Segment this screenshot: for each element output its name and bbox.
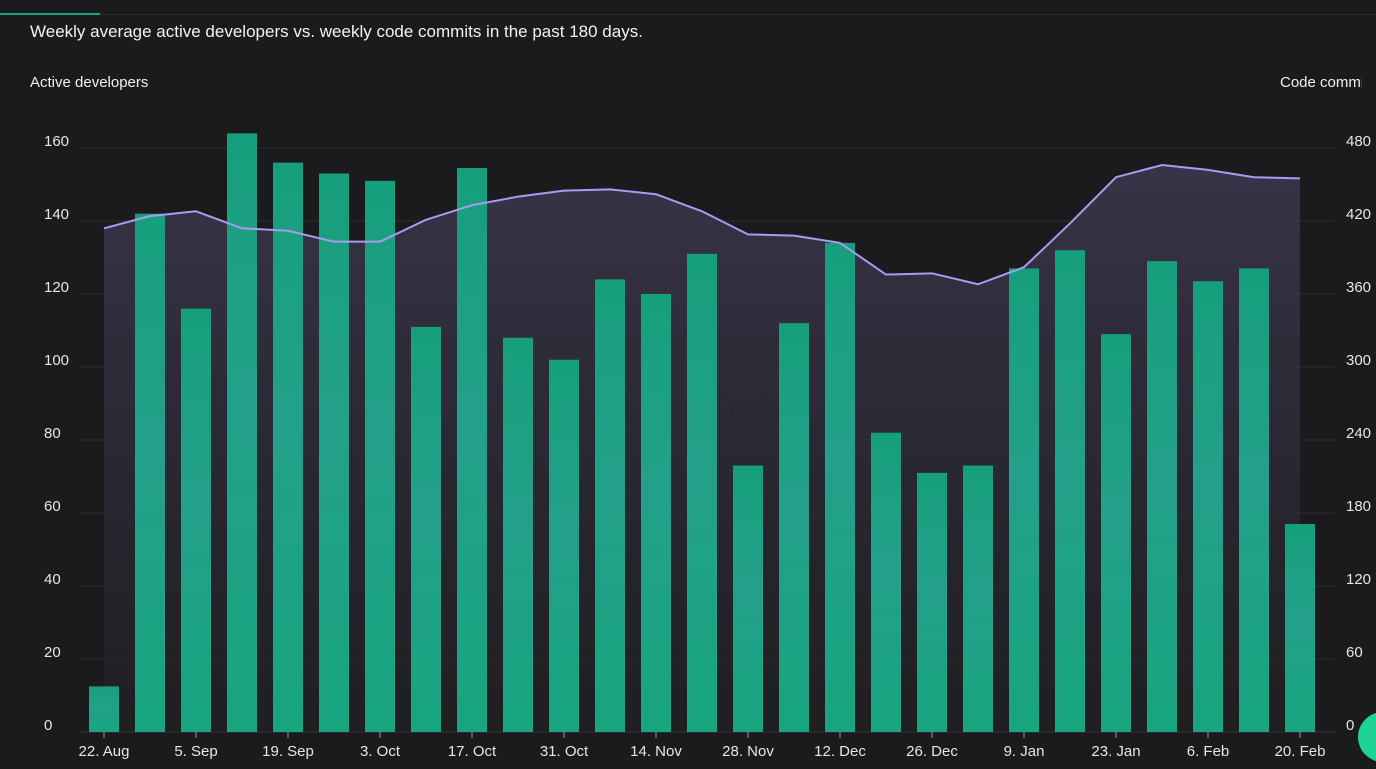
x-tick-label: 19. Sep [262,743,314,760]
commits-line [103,164,1301,286]
chat-button[interactable] [1358,712,1376,762]
right-tick-label: 300 [1346,352,1371,369]
right-tick-label: 360 [1346,279,1371,296]
x-tick-label: 23. Jan [1091,743,1140,760]
right-tick-label: 60 [1346,644,1363,661]
developer-bars [89,133,1315,733]
top-border [0,14,1376,15]
x-tick-label: 9. Jan [1004,743,1045,760]
developer-bar [595,279,625,732]
left-tick-label: 100 [44,352,69,369]
left-tick-label: 80 [44,425,61,442]
right-axis-title: Code commits [1280,74,1362,91]
developer-bar [1101,334,1131,732]
x-tick-label: 14. Nov [630,743,682,760]
left-tick-label: 0 [44,717,52,734]
developer-bar [135,213,165,732]
left-tick-label: 160 [44,133,69,150]
developer-bar [273,162,303,733]
developer-bar [227,133,257,732]
developer-bar [503,337,533,732]
left-tick-label: 120 [44,279,69,296]
left-tick-label: 140 [44,206,69,223]
developer-bar [411,326,441,732]
x-tick-label: 5. Sep [174,743,217,760]
right-tick-label: 0 [1346,717,1354,734]
left-tick-label: 60 [44,498,61,515]
right-tick-label: 480 [1346,133,1371,150]
developer-bar [1193,281,1223,732]
x-tick-label: 20. Feb [1275,743,1326,760]
developer-bar [89,686,119,732]
x-tick-label: 31. Oct [540,743,589,760]
x-tick-label: 12. Dec [814,743,866,760]
x-tick-label: 28. Nov [722,743,774,760]
developer-bar [1055,250,1085,732]
right-tick-label: 120 [1346,571,1371,588]
developer-bar [733,465,763,732]
developer-bar [687,253,717,732]
x-tick-label: 26. Dec [906,743,958,760]
developer-bar [1285,523,1315,732]
chart-title: Weekly average active developers vs. wee… [30,22,643,41]
developer-bar [917,472,947,732]
developer-bar [1239,268,1269,732]
developer-bar [825,242,855,732]
developer-bar [641,294,671,732]
x-tick-label: 6. Feb [1187,743,1230,760]
left-tick-label: 40 [44,571,61,588]
x-tick-label: 3. Oct [360,743,401,760]
developer-bar [1009,268,1039,732]
developer-bar [549,359,579,732]
developer-bar [319,173,349,733]
left-axis-title: Active developers [30,74,149,91]
developer-bar [365,180,395,733]
commits-line-path [103,164,1301,286]
right-tick-label: 420 [1346,206,1371,223]
developer-bar [779,323,809,732]
left-axis-ticks: 0 20 40 60 80 100 120 140 160 [44,133,69,734]
x-tick-label: 22. Aug [79,743,130,760]
right-tick-label: 180 [1346,498,1371,515]
developer-bar [871,432,901,732]
x-axis-ticks: 22. Aug 5. Sep 19. Sep 3. Oct 17. Oct 31. Oct… [79,732,1326,760]
developer-bar [181,308,211,732]
active-tab-indicator [0,13,100,15]
left-tick-label: 20 [44,644,61,661]
right-axis-ticks: 0 60 120 180 240 300 360 420 480 [1346,133,1371,734]
developer-bar [963,465,993,732]
developer-bar [457,168,487,732]
x-tick-label: 17. Oct [448,743,497,760]
right-tick-label: 240 [1346,425,1371,442]
developer-bar [1147,261,1177,732]
